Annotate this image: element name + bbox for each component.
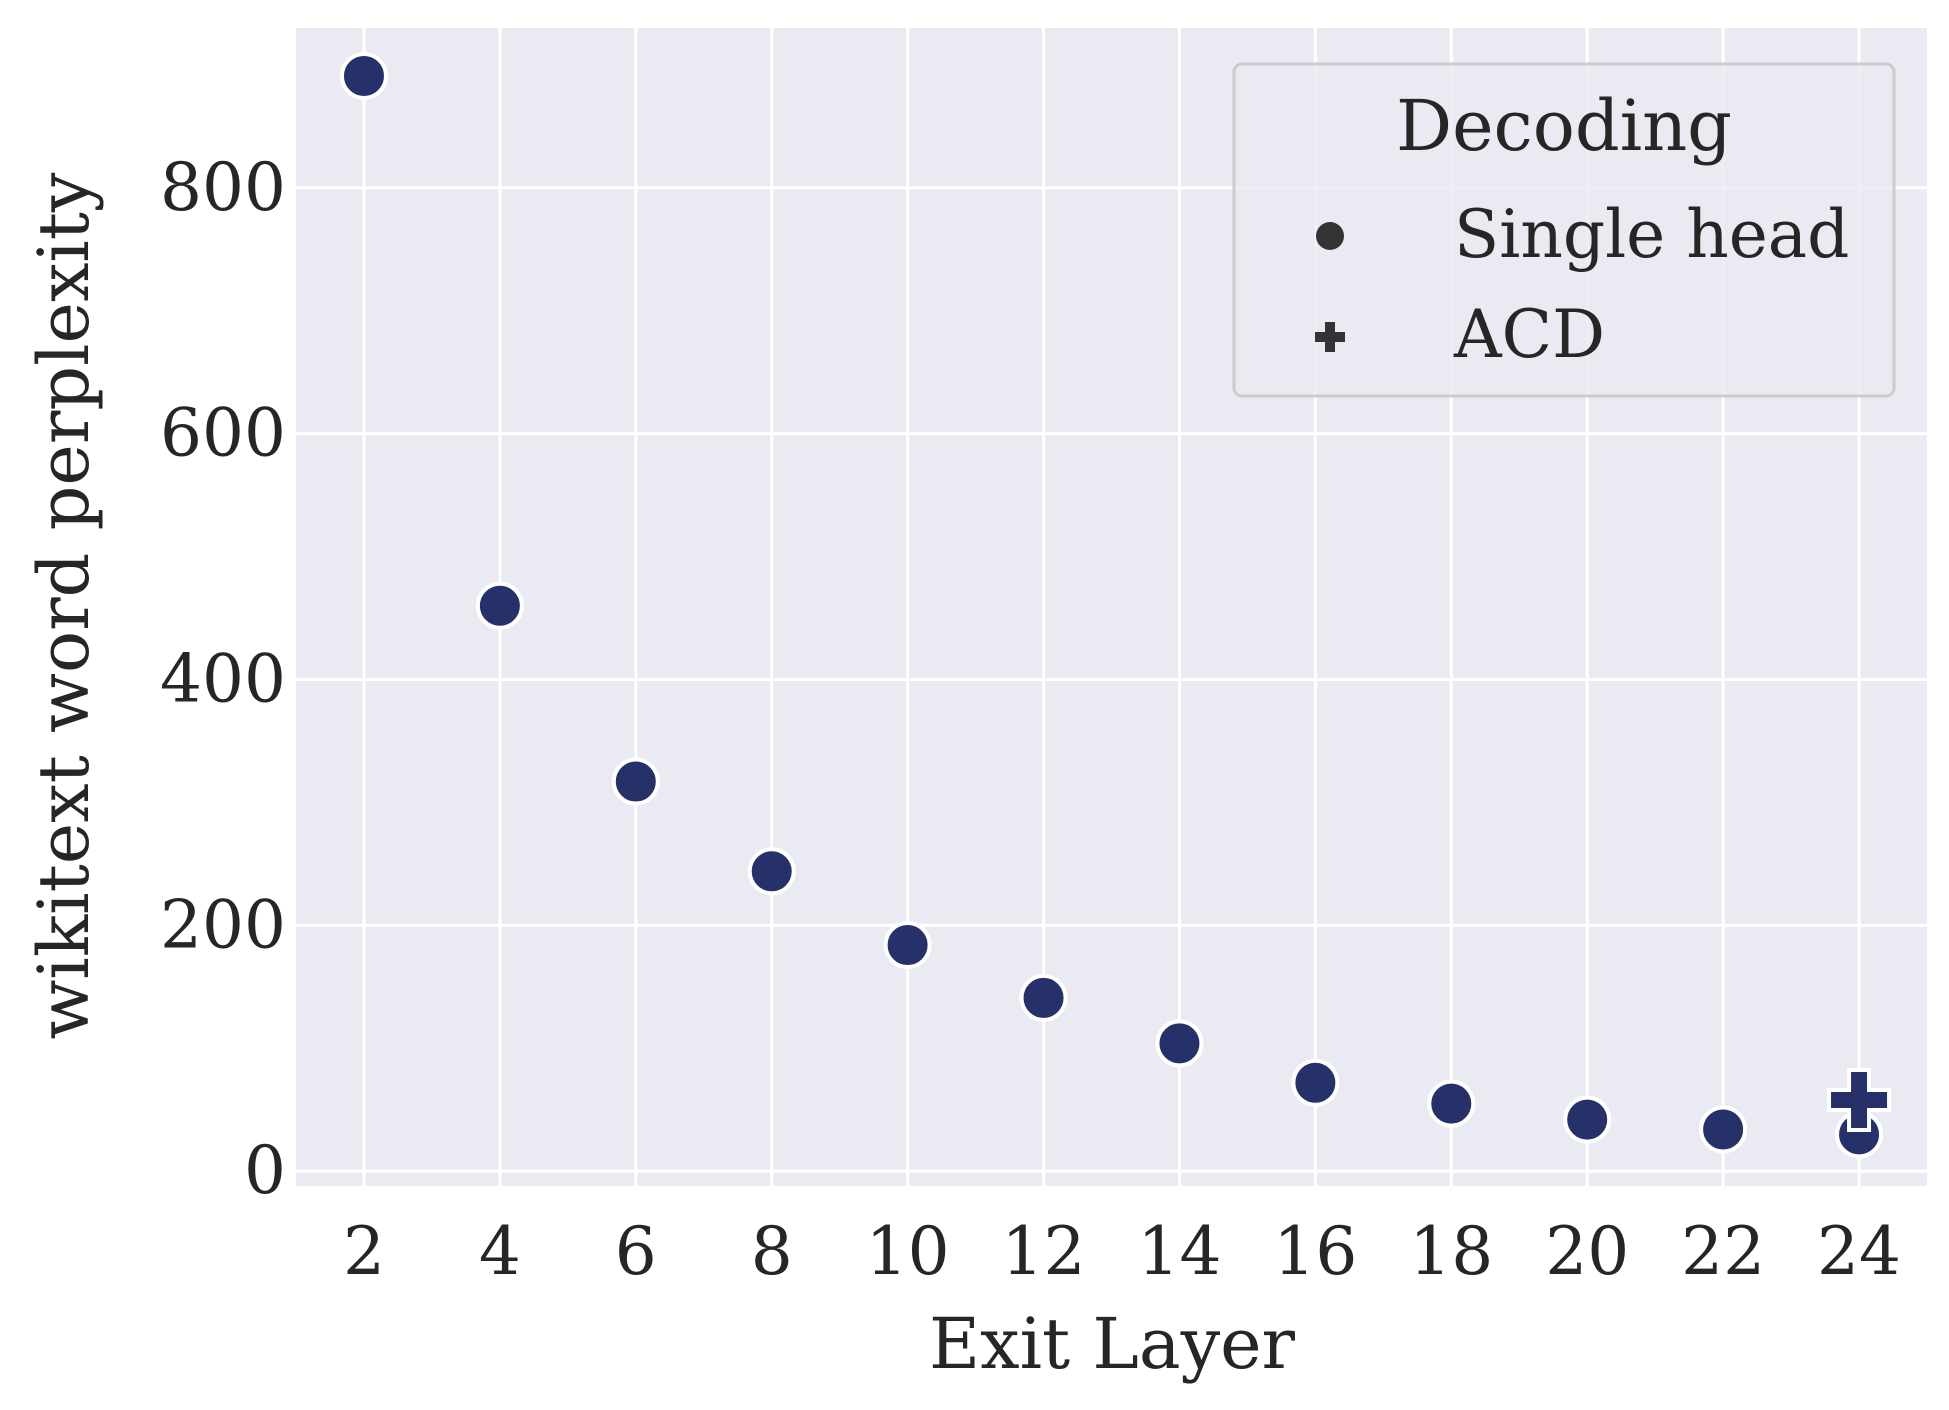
single-head-point <box>1019 973 1068 1022</box>
legend-box <box>1232 62 1896 398</box>
single-head-point <box>339 51 388 100</box>
single-head-point <box>611 757 660 806</box>
x-tick-label: 12 <box>1002 1213 1086 1290</box>
x-tick-label: 24 <box>1817 1213 1901 1290</box>
single-head-point <box>883 921 932 970</box>
x-axis-label: Exit Layer <box>929 1303 1296 1385</box>
y-tick-label: 200 <box>160 886 286 963</box>
y-axis-label: wikitext word perplexity <box>23 172 105 1039</box>
x-tick-label: 4 <box>479 1213 521 1290</box>
legend-title: Decoding <box>1396 85 1732 167</box>
single-head-point <box>1155 1019 1204 1068</box>
y-tick-label: 400 <box>160 641 286 718</box>
y-tick-labels: 0 200 400 600 800 <box>160 149 286 1209</box>
single-head-point <box>747 847 796 896</box>
legend-marker-single-head <box>1316 222 1344 250</box>
legend: Decoding Single head ACD <box>1232 62 1896 398</box>
x-tick-label: 14 <box>1137 1213 1221 1290</box>
x-tick-label: 18 <box>1409 1213 1493 1290</box>
x-tick-label: 8 <box>751 1213 793 1290</box>
y-tick-label: 800 <box>160 149 286 226</box>
x-tick-label: 16 <box>1273 1213 1357 1290</box>
x-tick-label: 6 <box>615 1213 657 1290</box>
x-tick-label: 2 <box>343 1213 385 1290</box>
legend-marker-acd <box>1315 322 1345 352</box>
legend-label-acd: ACD <box>1453 296 1605 373</box>
y-tick-label: 0 <box>244 1132 286 1209</box>
data-points <box>339 51 1892 1159</box>
x-tick-label: 22 <box>1681 1213 1765 1290</box>
single-head-point <box>1563 1095 1612 1144</box>
x-tick-label: 20 <box>1545 1213 1629 1290</box>
x-tick-labels: 2 4 6 8 10 12 14 16 18 20 22 24 <box>343 1213 1901 1290</box>
single-head-point <box>1427 1079 1476 1128</box>
single-head-point <box>475 581 524 630</box>
x-tick-label: 10 <box>866 1213 950 1290</box>
legend-label-single-head: Single head <box>1454 196 1849 273</box>
single-head-point <box>1291 1058 1340 1107</box>
y-tick-label: 600 <box>160 395 286 472</box>
single-head-point <box>1699 1105 1748 1154</box>
acd-point <box>1827 1067 1892 1132</box>
